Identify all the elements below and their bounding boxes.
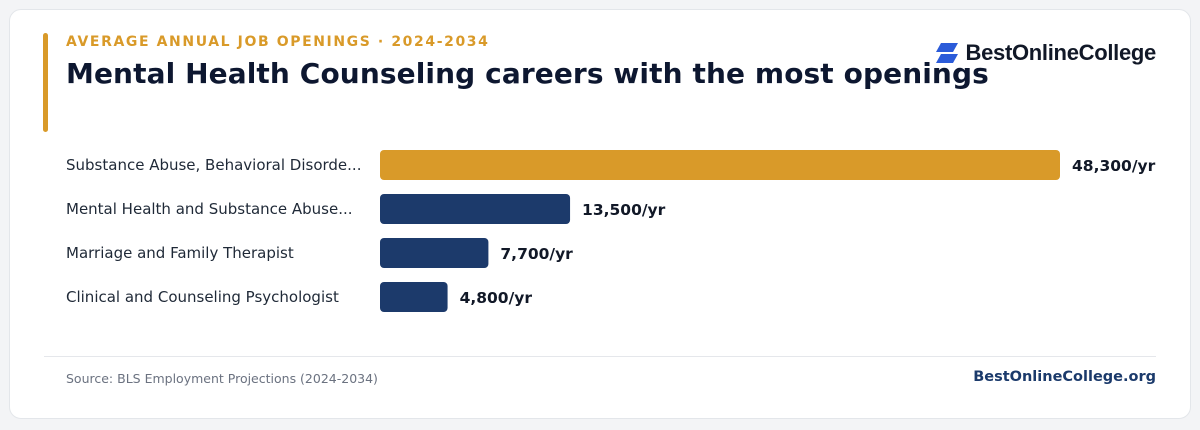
accent-rule (43, 33, 48, 132)
logo-text: BestOnlineCollege (965, 40, 1157, 65)
value-label: 13,500/yr (582, 201, 666, 219)
logo-icon-lower-shape (935, 54, 958, 63)
bar (380, 238, 489, 268)
brand-logo[interactable]: BestOnlineCollege (934, 40, 1157, 66)
chart-title: Mental Health Counseling careers with th… (66, 57, 989, 90)
logo-icon-upper-shape (935, 43, 958, 52)
chart-eyebrow: AVERAGE ANNUAL JOB OPENINGS · 2024-2034 (66, 34, 490, 50)
bestonlinecollege-logo-icon (935, 43, 958, 63)
footer-divider (44, 356, 1156, 357)
bar (380, 150, 1060, 180)
category-label: Substance Abuse, Behavioral Disorde... (66, 156, 361, 174)
category-label: Clinical and Counseling Psychologist (66, 288, 339, 306)
bar (380, 194, 571, 224)
value-label: 48,300/yr (1072, 157, 1156, 175)
bar (380, 282, 448, 312)
site-link[interactable]: BestOnlineCollege.org (973, 369, 1156, 385)
chart-card (9, 9, 1191, 419)
category-label: Marriage and Family Therapist (66, 244, 294, 262)
source-note: Source: BLS Employment Projections (2024… (66, 371, 378, 386)
value-label: 4,800/yr (460, 289, 533, 307)
category-label: Mental Health and Substance Abuse... (66, 200, 353, 218)
value-label: 7,700/yr (500, 245, 573, 263)
